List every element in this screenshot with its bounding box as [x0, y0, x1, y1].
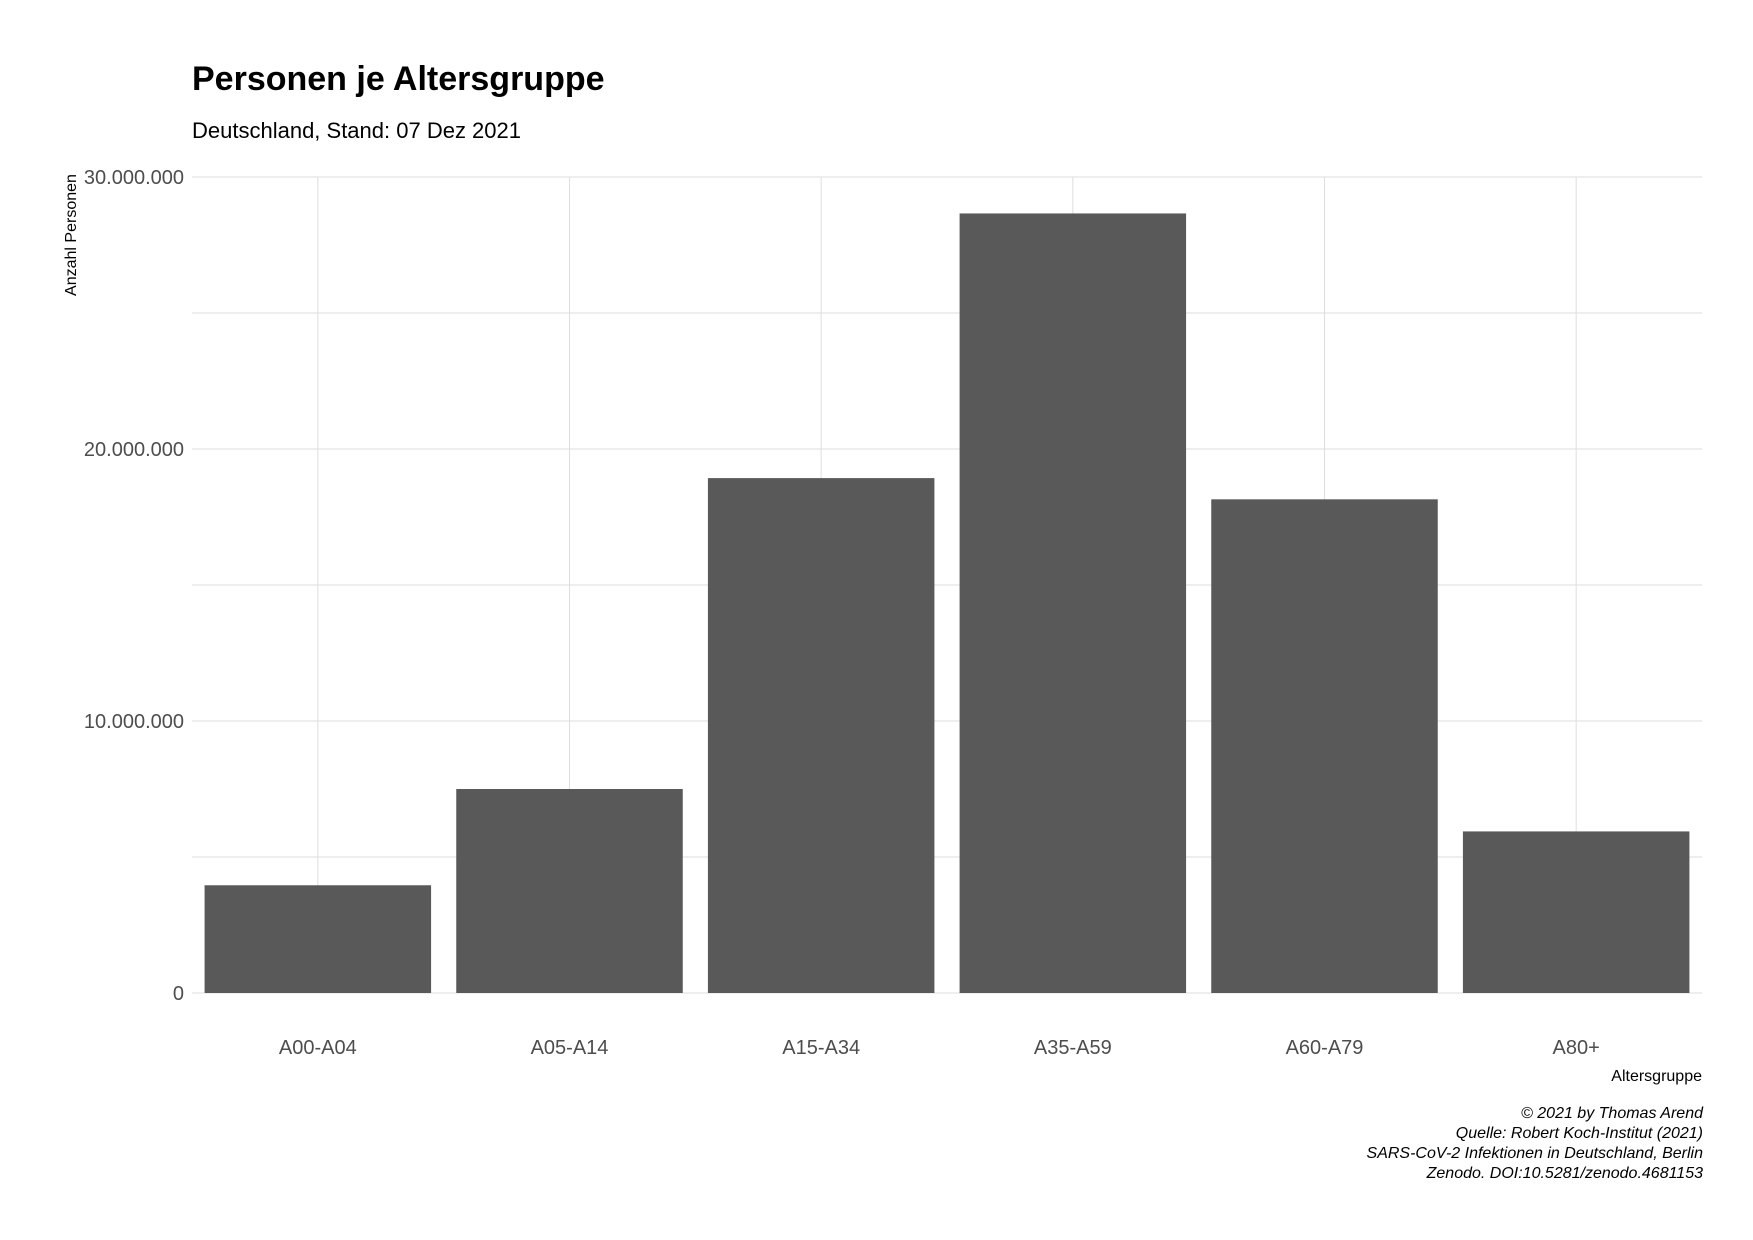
x-tick-label: A80+ — [1553, 1037, 1600, 1059]
y-tick-label: 10.000.000 — [84, 711, 184, 733]
y-tick-label: 30.000.000 — [84, 167, 184, 189]
caption-line: SARS-CoV-2 Infektionen in Deutschland, B… — [1367, 1145, 1704, 1162]
x-tick-label: A60-A79 — [1286, 1037, 1364, 1059]
bar-a15-a34 — [707, 478, 935, 993]
chart-title: Personen je Altersgruppe — [192, 60, 605, 98]
y-tick-label: 0 — [173, 983, 184, 1005]
bar-a00-a04 — [204, 885, 432, 993]
caption-line: Zenodo. DOI:10.5281/zenodo.4681153 — [1426, 1165, 1703, 1182]
caption-line: © 2021 by Thomas Arend — [1521, 1105, 1704, 1122]
bar-a05-a14 — [456, 789, 683, 993]
x-tick-label: A35-A59 — [1034, 1037, 1112, 1059]
bar-a80+ — [1462, 831, 1690, 993]
y-tick-labels: 0 10.000.000 20.000.000 30.000.000 — [84, 167, 184, 1005]
chart-subtitle: Deutschland, Stand: 07 Dez 2021 — [192, 118, 521, 143]
bar-a60-a79 — [1211, 499, 1438, 993]
x-tick-label: A00-A04 — [279, 1037, 357, 1059]
y-axis-title: Anzahl Personen — [63, 174, 80, 296]
y-tick-label: 20.000.000 — [84, 439, 184, 461]
bars — [204, 213, 1690, 993]
x-axis-title: Altersgruppe — [1611, 1068, 1702, 1085]
bar-a35-a59 — [959, 213, 1187, 993]
caption-line: Quelle: Robert Koch-Institut (2021) — [1456, 1125, 1703, 1142]
x-tick-labels: A00-A04 A05-A14 A15-A34 A35-A59 A60-A79 A80+ — [279, 1037, 1600, 1059]
x-tick-label: A05-A14 — [531, 1037, 609, 1059]
x-tick-label: A15-A34 — [782, 1037, 860, 1059]
